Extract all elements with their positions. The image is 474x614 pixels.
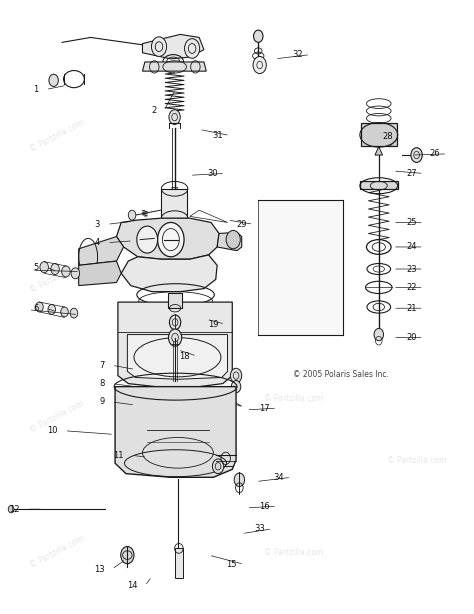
Text: 2: 2	[151, 106, 156, 115]
Bar	[161, 188, 187, 218]
Text: © Partzilla.com: © Partzilla.com	[387, 456, 447, 465]
Circle shape	[254, 30, 263, 42]
Polygon shape	[118, 302, 232, 388]
Text: 22: 22	[406, 283, 417, 292]
Text: 32: 32	[292, 50, 303, 59]
Circle shape	[184, 39, 200, 58]
Text: 8: 8	[99, 379, 105, 388]
Text: 11: 11	[113, 451, 124, 460]
Text: © Partzilla.com: © Partzilla.com	[264, 211, 323, 220]
Circle shape	[70, 308, 78, 318]
Text: 7: 7	[99, 360, 105, 370]
Text: 25: 25	[406, 218, 417, 227]
Text: 31: 31	[212, 131, 223, 140]
Circle shape	[253, 56, 266, 74]
Circle shape	[212, 459, 224, 473]
Text: © Partzilla.com: © Partzilla.com	[29, 258, 86, 294]
Text: 1: 1	[33, 85, 38, 94]
Circle shape	[152, 37, 166, 56]
Text: 34: 34	[273, 473, 284, 482]
Text: 9: 9	[100, 397, 105, 406]
Text: © Partzilla.com: © Partzilla.com	[264, 548, 323, 556]
Text: 15: 15	[227, 560, 237, 569]
Circle shape	[226, 230, 240, 249]
Text: 5: 5	[33, 263, 38, 271]
Circle shape	[169, 110, 180, 125]
Bar	[168, 293, 182, 308]
Circle shape	[169, 315, 181, 330]
Text: 29: 29	[236, 220, 246, 229]
Text: © Partzilla.com: © Partzilla.com	[29, 117, 86, 154]
Circle shape	[71, 268, 80, 279]
Text: 10: 10	[47, 426, 57, 435]
Polygon shape	[79, 261, 121, 286]
Text: 20: 20	[406, 333, 417, 342]
Circle shape	[157, 437, 165, 446]
Circle shape	[48, 305, 55, 314]
Text: 30: 30	[208, 169, 218, 178]
Circle shape	[374, 328, 383, 341]
Bar	[167, 218, 181, 235]
Circle shape	[51, 263, 59, 274]
Text: © Partzilla.com: © Partzilla.com	[264, 394, 323, 403]
Circle shape	[234, 473, 245, 486]
Circle shape	[36, 302, 43, 312]
Polygon shape	[143, 62, 206, 71]
Text: 3: 3	[95, 220, 100, 229]
Text: 24: 24	[406, 243, 417, 252]
Text: 21: 21	[406, 304, 417, 313]
Bar	[258, 200, 343, 335]
Polygon shape	[79, 236, 124, 265]
Circle shape	[168, 329, 182, 346]
Text: © Partzilla.com: © Partzilla.com	[29, 399, 86, 435]
Text: 27: 27	[406, 169, 417, 178]
Text: 18: 18	[179, 351, 190, 360]
Text: 33: 33	[255, 524, 265, 534]
Circle shape	[137, 226, 157, 253]
Polygon shape	[115, 387, 236, 477]
Polygon shape	[143, 34, 204, 59]
Circle shape	[128, 210, 136, 220]
Text: 12: 12	[9, 505, 19, 514]
Bar	[174, 548, 183, 578]
Text: 16: 16	[259, 502, 270, 511]
Circle shape	[157, 222, 184, 257]
Circle shape	[230, 368, 242, 383]
Text: 4: 4	[95, 238, 100, 247]
Circle shape	[231, 381, 241, 393]
Polygon shape	[375, 147, 383, 155]
Circle shape	[411, 148, 422, 163]
Circle shape	[49, 74, 58, 87]
Circle shape	[40, 262, 48, 273]
Polygon shape	[117, 218, 219, 259]
Text: 28: 28	[383, 132, 393, 141]
Polygon shape	[121, 255, 217, 292]
Circle shape	[61, 307, 68, 317]
Polygon shape	[217, 232, 242, 251]
Polygon shape	[128, 335, 228, 379]
Text: 19: 19	[208, 320, 218, 328]
Circle shape	[121, 546, 134, 564]
Circle shape	[62, 266, 70, 277]
Polygon shape	[361, 123, 397, 147]
Polygon shape	[360, 181, 398, 189]
Text: 17: 17	[259, 403, 270, 413]
Text: 14: 14	[127, 581, 138, 590]
Text: 23: 23	[406, 265, 417, 273]
Text: © 2005 Polaris Sales Inc.: © 2005 Polaris Sales Inc.	[293, 370, 389, 379]
Text: 13: 13	[94, 565, 105, 573]
Text: 26: 26	[429, 149, 440, 158]
Text: 6: 6	[33, 304, 38, 313]
Text: © Partzilla.com: © Partzilla.com	[29, 534, 86, 570]
Circle shape	[8, 505, 14, 513]
